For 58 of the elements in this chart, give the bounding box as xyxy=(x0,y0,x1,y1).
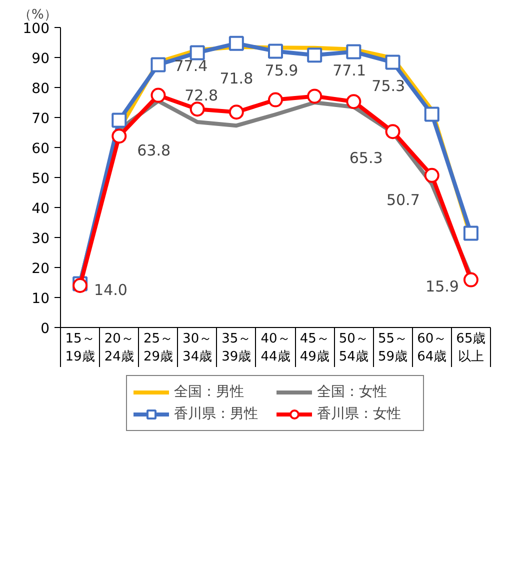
x-tick-label: 40～44歳 xyxy=(260,332,290,364)
x-tick-label: 65歳以上 xyxy=(456,332,486,364)
legend-label: 全国：女性 xyxy=(317,383,388,401)
y-tick-label: 70 xyxy=(32,111,50,127)
point xyxy=(268,44,283,59)
y-tick-label: 50 xyxy=(32,171,50,187)
point xyxy=(463,226,478,241)
data-label: 75.9 xyxy=(264,61,298,80)
data-label: 14.0 xyxy=(94,281,128,299)
data-label: 77.4 xyxy=(174,56,208,75)
point xyxy=(268,92,283,108)
point xyxy=(424,106,440,122)
point xyxy=(385,54,400,70)
x-tick-label: 35～39歳 xyxy=(222,332,252,364)
point xyxy=(424,168,440,183)
data-label: 50.7 xyxy=(386,190,420,209)
y-tick-label: 80 xyxy=(32,81,50,97)
point xyxy=(190,102,205,117)
x-tick-label: 20～24歳 xyxy=(104,332,134,364)
data-label: 15.9 xyxy=(426,277,459,296)
data-label: 71.8 xyxy=(220,70,254,88)
y-tick-label: 10 xyxy=(32,291,50,307)
y-axis-title: （%） xyxy=(18,8,57,22)
y-tick-label: 100 xyxy=(22,21,50,37)
y-tick-label: 40 xyxy=(32,201,50,217)
point xyxy=(228,104,244,120)
data-label: 63.8 xyxy=(137,142,171,160)
point xyxy=(190,45,205,60)
point xyxy=(112,128,127,144)
legend-label: 香川県：男性 xyxy=(174,405,259,423)
x-tick-label: 15～19歳 xyxy=(65,332,95,364)
y-tick-label: 90 xyxy=(32,51,50,67)
point xyxy=(112,112,127,128)
x-tick-label: 50～54歳 xyxy=(338,332,368,364)
point xyxy=(307,48,322,63)
legend-label: 全国：男性 xyxy=(174,383,245,401)
point xyxy=(463,272,478,288)
data-label: 65.3 xyxy=(349,149,383,168)
point xyxy=(228,36,244,51)
y-tick-label: 30 xyxy=(32,231,50,247)
y-tick-label: 60 xyxy=(32,141,50,157)
legend-label: 香川県：女性 xyxy=(317,405,402,423)
data-label: 72.8 xyxy=(184,86,218,105)
x-tick-label: 30～34歳 xyxy=(182,332,212,364)
y-tick-label: 0 xyxy=(40,321,50,337)
point xyxy=(150,88,166,103)
point xyxy=(385,124,400,140)
x-tick-label: 25～29歳 xyxy=(143,332,174,364)
data-label: 75.3 xyxy=(372,77,406,96)
point xyxy=(346,44,362,60)
data-label: 77.1 xyxy=(332,62,366,80)
x-tick-label: 60～64歳 xyxy=(417,332,447,364)
point xyxy=(307,88,322,104)
x-tick-label: 45～49歳 xyxy=(300,332,330,364)
point xyxy=(346,94,362,110)
y-tick-label: 20 xyxy=(32,261,50,277)
point xyxy=(150,57,166,72)
x-tick-label: 55～59歳 xyxy=(378,332,408,364)
